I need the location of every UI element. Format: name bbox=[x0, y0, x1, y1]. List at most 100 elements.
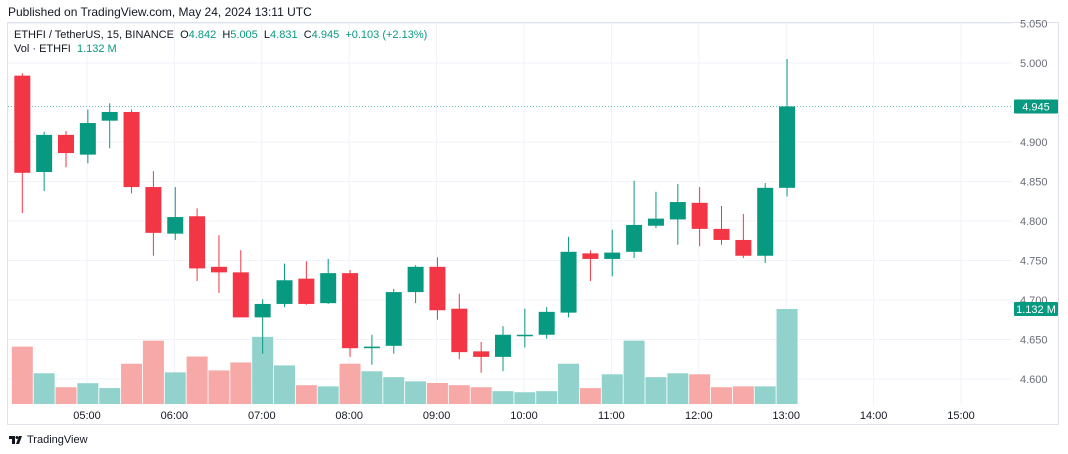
volume-label: Vol · ETHFI bbox=[14, 43, 71, 55]
candle-body bbox=[647, 218, 664, 226]
volume-bar bbox=[689, 374, 711, 404]
volume-bar bbox=[601, 374, 623, 404]
volume-bar bbox=[536, 391, 558, 404]
volume-bar bbox=[667, 373, 689, 404]
price-tick-label: 4.650 bbox=[1020, 335, 1048, 347]
time-tick-label: 12:00 bbox=[685, 410, 713, 422]
time-tick-label: 05:00 bbox=[73, 410, 101, 422]
volume-bar bbox=[383, 377, 405, 404]
candle-body bbox=[713, 228, 730, 240]
change-value: +0.103 (+2.13%) bbox=[345, 29, 428, 41]
time-tick-label: 10:00 bbox=[510, 410, 538, 422]
candle-body bbox=[407, 266, 424, 293]
candle-body bbox=[232, 272, 249, 318]
candle-body bbox=[626, 224, 643, 252]
volume-bar bbox=[448, 385, 470, 404]
volume-bar bbox=[77, 383, 99, 404]
close-value: 4.945 bbox=[311, 29, 340, 41]
high-label: H bbox=[222, 29, 231, 41]
volume-bars bbox=[11, 309, 798, 404]
time-tick-label: 14:00 bbox=[860, 410, 888, 422]
low-value: 4.831 bbox=[270, 29, 298, 41]
volume-bar bbox=[579, 388, 601, 404]
candle-body bbox=[451, 308, 468, 353]
price-tick-label: 4.900 bbox=[1020, 137, 1048, 149]
legend-ohlc-row: ETHFI / TetherUS, 15, BINANCE O4.842 H5.… bbox=[14, 28, 427, 42]
candle-body bbox=[298, 278, 315, 304]
volume-bar bbox=[711, 387, 732, 404]
candle-body bbox=[604, 252, 621, 259]
price-tick-label: 5.050 bbox=[1020, 19, 1048, 31]
candle-body bbox=[189, 216, 206, 269]
price-badges: 4.945 1.132 M bbox=[1014, 99, 1058, 316]
logo-text: TradingView bbox=[27, 434, 88, 446]
volume-bar bbox=[776, 309, 798, 404]
candle-body bbox=[363, 346, 380, 349]
candle-body bbox=[167, 217, 184, 234]
volume-bar bbox=[514, 392, 536, 404]
volume-bar bbox=[55, 387, 77, 404]
candle-body bbox=[560, 251, 577, 313]
high-value: 5.005 bbox=[230, 29, 258, 41]
time-tick-label: 15:00 bbox=[947, 410, 975, 422]
tradingview-logo[interactable]: TradingView bbox=[9, 434, 88, 446]
candle-body bbox=[473, 351, 490, 357]
candle-body bbox=[58, 134, 74, 154]
volume-bar bbox=[405, 381, 427, 404]
time-tick-label: 11:00 bbox=[598, 410, 625, 422]
candle-body bbox=[429, 266, 446, 311]
volume-bar bbox=[361, 371, 383, 404]
candle-body bbox=[254, 303, 271, 318]
last-volume-badge-bg bbox=[1014, 302, 1058, 316]
legend: ETHFI / TetherUS, 15, BINANCE O4.842 H5.… bbox=[14, 28, 427, 56]
price-tick-label: 4.800 bbox=[1020, 216, 1048, 228]
candle-body bbox=[691, 202, 708, 229]
candle-body bbox=[276, 280, 293, 304]
volume-bar bbox=[426, 383, 448, 404]
volume-bar bbox=[339, 363, 361, 404]
time-tick-label: 08:00 bbox=[335, 410, 363, 422]
candle-body bbox=[36, 134, 53, 173]
candle-body bbox=[145, 187, 162, 233]
candle-body bbox=[582, 253, 599, 259]
candle-body bbox=[210, 266, 227, 273]
volume-bar bbox=[645, 377, 667, 404]
volume-bar bbox=[11, 346, 33, 404]
volume-bar bbox=[142, 340, 164, 404]
volume-bar bbox=[470, 387, 492, 404]
volume-bar bbox=[558, 363, 580, 404]
open-label: O bbox=[180, 29, 189, 41]
time-tick-label: 06:00 bbox=[161, 410, 189, 422]
last-volume-badge: 1.132 M bbox=[1016, 304, 1056, 316]
candle-body bbox=[342, 273, 359, 349]
volume-bar bbox=[295, 385, 317, 404]
low-label: L bbox=[263, 29, 271, 41]
price-tick-label: 4.750 bbox=[1020, 256, 1048, 268]
candles bbox=[8, 59, 1012, 373]
candle-body bbox=[516, 334, 533, 337]
candle-body bbox=[14, 75, 31, 173]
price-tick-label: 4.850 bbox=[1020, 177, 1048, 189]
candle-body bbox=[538, 311, 555, 335]
time-tick-label: 07:00 bbox=[248, 410, 276, 422]
volume-bar bbox=[230, 362, 252, 404]
time-tick-label: 09:00 bbox=[423, 410, 451, 422]
last-price-badge-bg bbox=[1014, 99, 1058, 114]
volume-value: 1.132 M bbox=[76, 43, 117, 55]
volume-bar bbox=[186, 356, 208, 404]
time-axis: 05:00 06:00 07:00 08:00 09:00 10:00 11:00 12:00… bbox=[73, 410, 975, 422]
volume-bar bbox=[121, 363, 143, 404]
volume-bar bbox=[164, 372, 186, 404]
chart-frame[interactable] bbox=[7, 22, 1059, 425]
open-value: 4.842 bbox=[188, 29, 217, 41]
candle-body bbox=[123, 111, 140, 188]
candle-body bbox=[495, 334, 511, 357]
candle-body bbox=[79, 123, 96, 155]
volume-bar bbox=[317, 386, 339, 404]
time-tick-label: 13:00 bbox=[772, 410, 800, 422]
volume-bar bbox=[33, 373, 55, 404]
legend-symbol: ETHFI / TetherUS, 15, BINANCE bbox=[14, 29, 174, 41]
volume-bar bbox=[252, 336, 274, 404]
volume-bar bbox=[732, 386, 754, 404]
